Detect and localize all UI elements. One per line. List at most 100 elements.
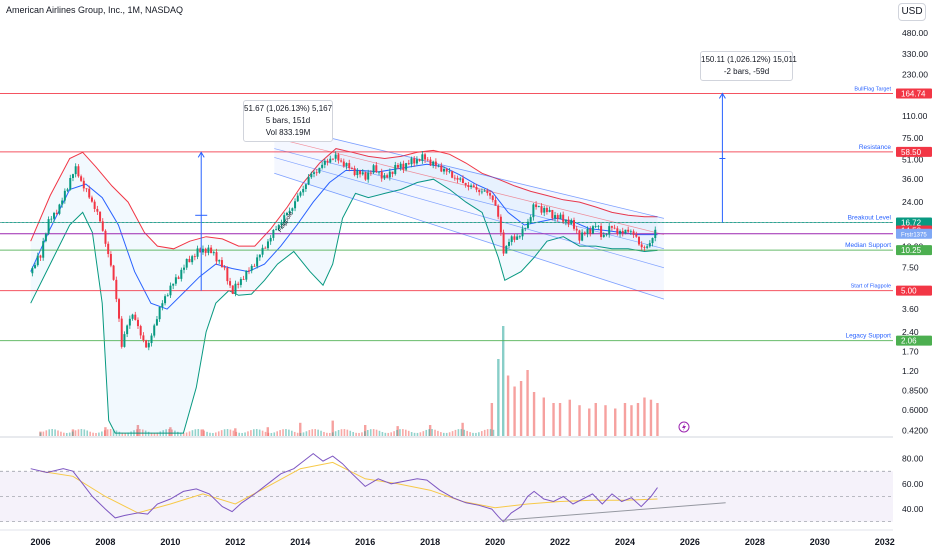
candle-body	[266, 241, 269, 249]
candle-body	[161, 303, 164, 307]
candle-body	[258, 254, 261, 258]
volume-bar	[451, 431, 454, 436]
candle-body	[583, 232, 586, 234]
volume-bar	[203, 430, 205, 436]
volume-bar	[486, 429, 489, 436]
candle-body	[191, 256, 194, 263]
time-axis-tick: 2028	[745, 537, 765, 547]
candle-body	[383, 175, 386, 179]
time-axis-tick: 2008	[95, 537, 115, 547]
price-axis-tick: 2.40	[902, 327, 919, 337]
candle-body	[310, 173, 313, 178]
candle-body	[367, 172, 370, 180]
price-axis-tick: 0.8500	[902, 386, 928, 396]
candle-body	[394, 165, 397, 174]
candle-body	[272, 229, 275, 238]
candle-body	[586, 228, 589, 234]
candle-body	[164, 296, 167, 304]
candle-body	[107, 243, 110, 255]
candle-body	[177, 277, 180, 279]
candle-body	[285, 212, 288, 216]
candle-body	[602, 234, 605, 237]
candle-body	[646, 246, 649, 248]
volume-bar	[106, 429, 109, 436]
volume-bar	[206, 431, 208, 436]
volume-bar	[124, 432, 127, 436]
volume-bar	[103, 430, 106, 436]
volume-bar	[68, 432, 71, 436]
volume-bar	[296, 432, 299, 436]
level-label: Legacy Support	[845, 333, 891, 340]
volume-bar	[483, 429, 486, 436]
candle-body	[348, 163, 351, 169]
candle-body	[321, 164, 324, 168]
volume-bar	[65, 432, 68, 436]
bollinger-lower-line	[30, 178, 658, 434]
candle-body	[139, 326, 142, 336]
volume-bar	[320, 430, 322, 436]
time-axis-tick: 2020	[485, 537, 505, 547]
volume-bar	[308, 430, 311, 436]
candle-body	[115, 279, 118, 300]
candle-body	[443, 168, 446, 172]
volume-bar	[490, 403, 494, 436]
lightning-icon	[682, 423, 686, 431]
volume-bar	[150, 432, 153, 436]
candle-body	[518, 236, 521, 238]
candle-body	[302, 188, 305, 193]
volume-bar	[469, 432, 471, 436]
level-label: Median Support	[845, 242, 891, 249]
candle-body	[470, 185, 473, 187]
candle-body	[556, 215, 559, 219]
candle-body	[66, 189, 69, 191]
volume-bar	[60, 431, 62, 436]
volume-bar	[261, 430, 264, 436]
candle-body	[424, 154, 427, 160]
volume-bar	[643, 397, 646, 436]
candle-body	[231, 285, 234, 294]
chart-title: American Airlines Group, Inc., 1M, NASDA…	[6, 5, 184, 15]
volume-bar	[74, 430, 77, 436]
volume-bar	[349, 430, 352, 436]
candle-body	[545, 207, 548, 212]
volume-bar	[396, 429, 398, 436]
candle-body	[226, 267, 229, 282]
candle-body	[90, 197, 93, 202]
volume-bar	[299, 432, 302, 436]
candle-body	[478, 189, 481, 193]
volume-bar	[51, 429, 53, 436]
candle-body	[456, 177, 459, 180]
volume-bar	[649, 399, 653, 436]
volume-bar	[578, 405, 581, 436]
time-axis-tick: 2012	[225, 537, 245, 547]
price-axis-tick: 1.70	[902, 346, 919, 356]
volume-bar	[448, 432, 451, 436]
volume-bar	[461, 422, 464, 436]
bollinger-upper-line	[30, 148, 658, 250]
time-axis-tick: 2016	[355, 537, 375, 547]
candle-body	[47, 219, 50, 234]
volume-bar	[112, 429, 115, 436]
volume-bar	[454, 429, 457, 436]
candle-body	[215, 252, 218, 262]
candle-body	[548, 209, 551, 212]
candle-body	[635, 234, 638, 237]
bollinger-basis-line	[30, 163, 658, 310]
candle-body	[53, 212, 56, 219]
volume-bar	[159, 431, 162, 436]
volume-bar	[201, 429, 205, 436]
volume-bar	[440, 432, 442, 436]
candle-body	[467, 185, 470, 187]
volume-bar	[109, 429, 112, 436]
volume-bar	[375, 429, 378, 436]
currency-button[interactable]: USD	[898, 3, 926, 21]
volume-bar	[223, 429, 226, 436]
candle-body	[304, 184, 307, 189]
candle-body	[407, 163, 410, 165]
volume-bar	[384, 432, 387, 436]
candle-body	[329, 158, 332, 163]
volume-bar	[337, 430, 340, 436]
candle-body	[123, 334, 126, 347]
candle-body	[239, 279, 242, 285]
